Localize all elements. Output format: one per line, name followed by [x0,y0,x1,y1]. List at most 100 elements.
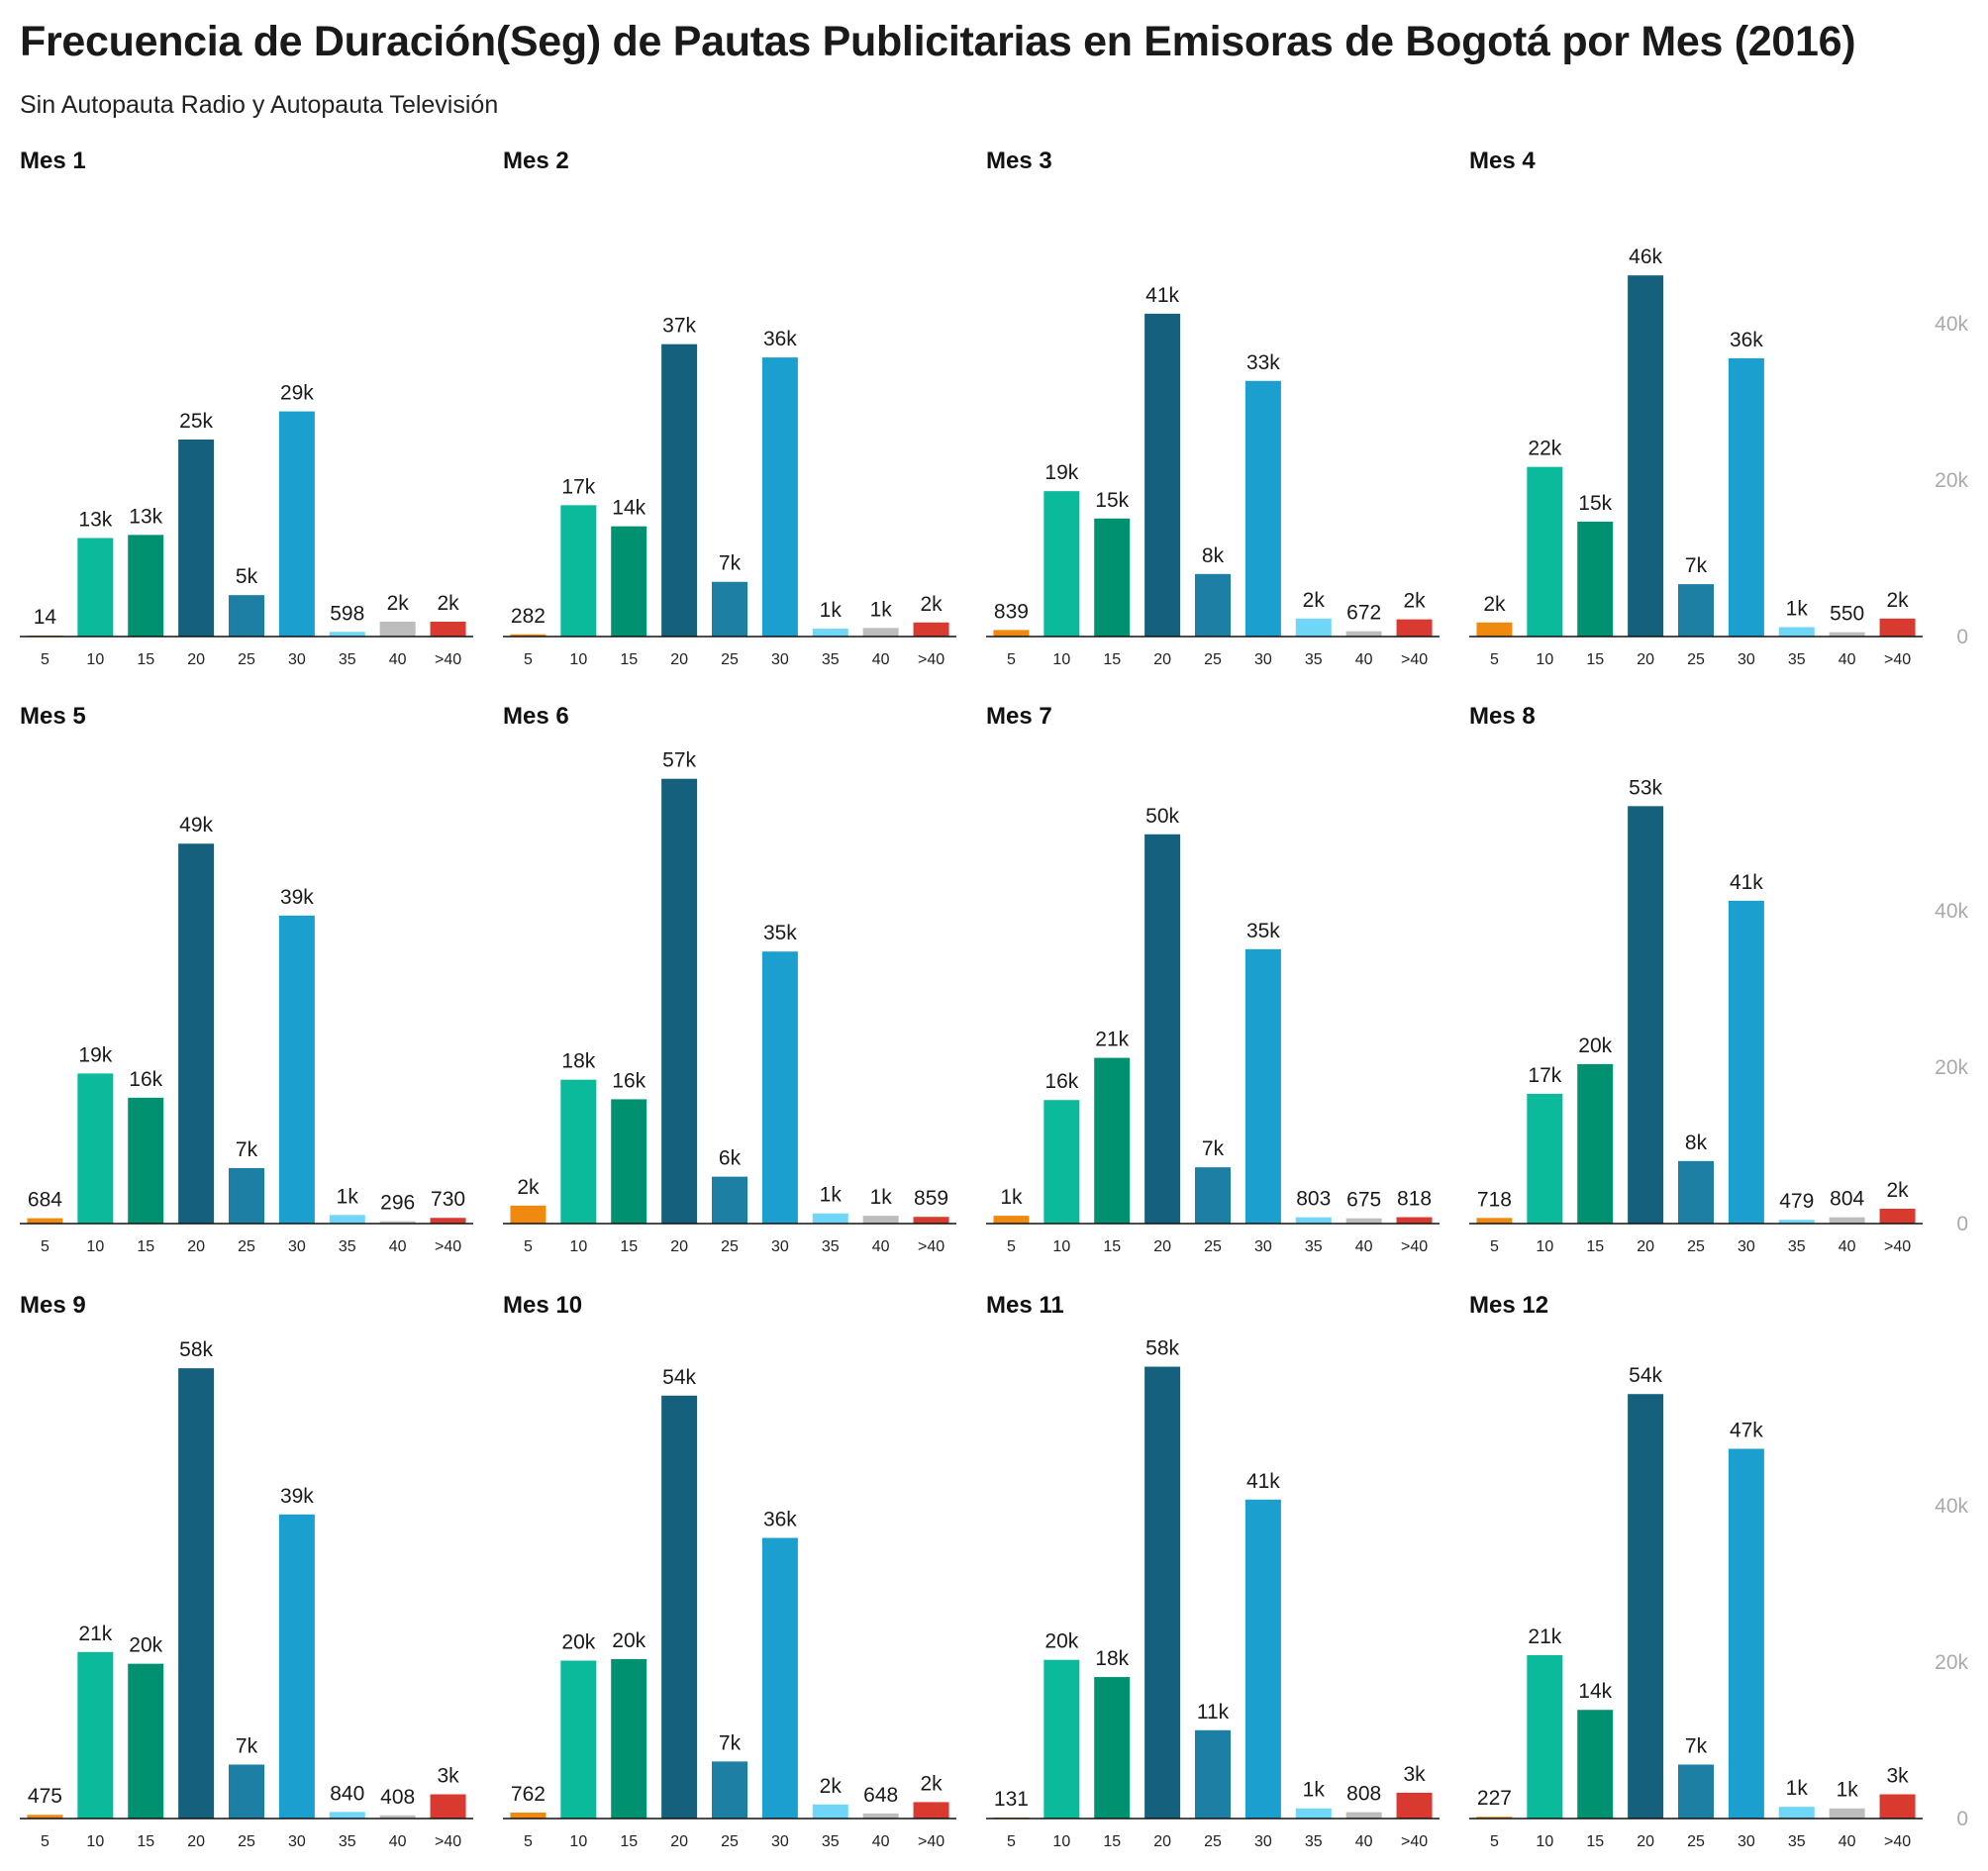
x-tick-label: >40 [435,1833,461,1850]
bar-value-label: 8k [1202,544,1225,567]
x-tick-label: 20 [1153,1833,1171,1850]
bar-value-label: 57k [662,749,696,772]
x-tick-label: 35 [1788,1238,1806,1255]
x-tick-label: 40 [872,1833,890,1850]
bar-value-label: 41k [1730,871,1763,894]
x-tick-label: 35 [822,1238,840,1255]
bar-value-label: 840 [330,1782,364,1805]
bar-value-label: 2k [1303,589,1326,612]
y-tick-label: 0 [1956,1808,1968,1830]
y-tick-label: 20k [1935,1651,1968,1674]
x-tick-label: 40 [389,1833,407,1850]
x-tick-label: 5 [1490,1238,1499,1255]
bar-30 [1728,1448,1764,1819]
bar-value-label: 21k [78,1623,112,1645]
x-tick-label: 35 [1305,1833,1323,1850]
x-tick-label: 35 [1305,1238,1323,1255]
x-tick-label: 30 [1738,1238,1755,1255]
bar-40 [1829,1808,1865,1819]
panel-title: Mes 12 [1469,1292,1548,1319]
bar-35 [1295,1808,1332,1819]
bar-value-label: 46k [1629,246,1662,268]
x-tick-label: 35 [822,1833,840,1850]
x-tick-label: 30 [288,651,306,668]
x-tick-label: 5 [524,1833,533,1850]
panel-title: Mes 11 [986,1292,1064,1319]
x-tick-label: >40 [918,1238,944,1255]
x-tick-label: 25 [1204,1238,1222,1255]
bar-10 [560,1660,597,1819]
bar-30 [1244,380,1281,637]
bar-10 [77,1651,114,1819]
bar-25 [229,1167,264,1224]
x-tick-label: 25 [1687,1238,1705,1255]
bar-value-label: 54k [1629,1364,1662,1387]
bar-value-label: 1k [820,599,843,622]
x-tick-label: 40 [872,1238,890,1255]
bar-value-label: 36k [763,1509,797,1531]
x-tick-label: 40 [872,651,890,668]
bar-value-label: 1k [1786,598,1809,621]
x-tick-label: 10 [569,1238,587,1255]
bar-20 [178,1368,215,1819]
bar-5 [993,630,1030,637]
bar-value-label: 1k [1837,1779,1859,1802]
bar-value-label: 15k [1095,489,1129,512]
bar-value-label: 16k [612,1069,646,1092]
x-tick-label: 35 [1788,651,1806,668]
bar-value-label: 6k [719,1147,742,1170]
x-tick-label: 15 [137,1238,154,1255]
bar-15 [611,526,647,637]
bar-5 [510,1205,547,1224]
bar-value-label: 15k [1578,492,1612,515]
y-tick-label: 20k [1935,469,1968,492]
panel-title: Mes 7 [986,703,1052,730]
bar-value-label: 49k [179,814,213,837]
bar-40 [862,628,899,637]
bar-value-label: 282 [511,605,546,628]
x-tick-label: 15 [1586,1833,1604,1850]
x-tick-label: >40 [1401,651,1428,668]
bar->40 [430,1794,466,1819]
x-tick-label: 5 [1007,651,1016,668]
x-tick-label: 30 [771,1833,789,1850]
x-tick-label: 30 [288,1238,306,1255]
x-tick-label: >40 [435,1238,461,1255]
bar-25 [1678,1764,1714,1819]
bar-20 [178,440,215,637]
bar-value-label: 58k [1145,1337,1179,1360]
bar-15 [128,1663,164,1819]
bar-35 [812,1213,848,1224]
x-tick-label: 25 [238,651,255,668]
x-tick-label: 20 [187,1238,205,1255]
bar-35 [1778,1807,1815,1819]
x-tick-label: 10 [1052,1238,1070,1255]
bar-value-label: 8k [1685,1132,1708,1154]
bar-15 [611,1658,647,1819]
x-tick-label: >40 [1884,1833,1911,1850]
bar-value-label: 7k [236,1138,258,1161]
bar-value-label: 20k [129,1634,162,1657]
bar-25 [1195,1167,1231,1224]
x-tick-label: >40 [1884,1238,1911,1255]
bar-value-label: 2k [920,1772,943,1795]
bar-15 [1577,521,1614,637]
x-tick-label: 5 [524,651,533,668]
bar-25 [229,1764,264,1819]
bar-value-label: 14k [612,497,646,520]
bar-40 [1345,631,1382,637]
bar-25 [712,581,747,637]
x-tick-label: 40 [1355,1833,1373,1850]
x-tick-label: 40 [1839,651,1856,668]
bar-value-label: 33k [1246,351,1280,374]
bar-value-label: 39k [280,886,314,909]
panel-title: Mes 3 [986,148,1052,174]
bar-value-label: 684 [28,1189,62,1212]
bar-value-label: 39k [280,1485,314,1508]
x-tick-label: 15 [620,1238,638,1255]
bar-20 [1628,1394,1664,1819]
panel-title: Mes 2 [503,148,569,174]
x-tick-label: 40 [1355,651,1373,668]
panel-title: Mes 9 [20,1292,86,1319]
